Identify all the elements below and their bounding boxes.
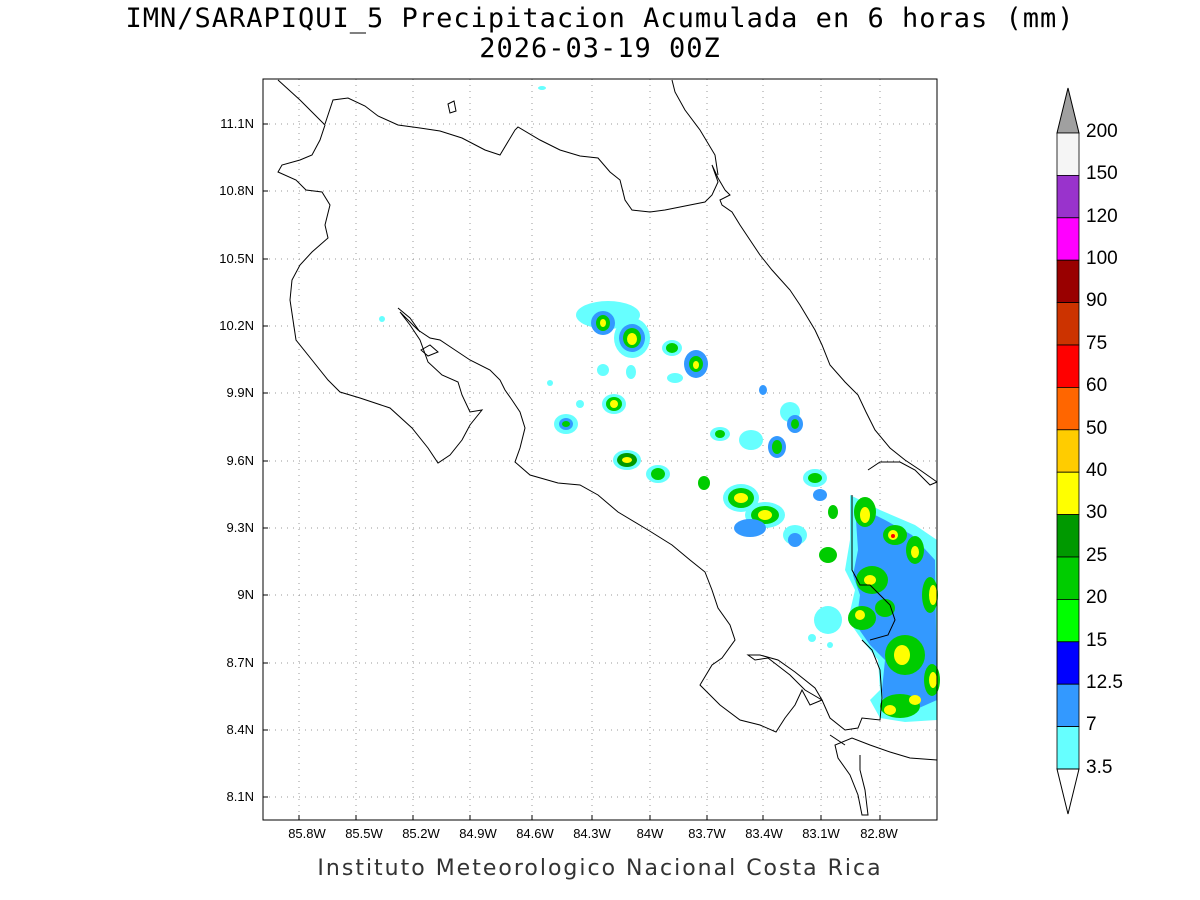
colorbar-swatch <box>1056 514 1080 558</box>
colorbar-label: 40 <box>1086 460 1108 481</box>
lon-label: 83.7W <box>688 826 726 841</box>
colorbar-over-triangle <box>1056 87 1080 134</box>
lon-label: 83.4W <box>745 826 783 841</box>
colorbar-label: 3.5 <box>1086 757 1113 778</box>
lon-label: 85.2W <box>402 826 440 841</box>
lat-label: 8.1N <box>226 789 254 804</box>
colorbar-label: 15 <box>1086 630 1108 651</box>
colorbar-label: 12.5 <box>1086 672 1123 693</box>
colorbar-swatch <box>1056 471 1080 516</box>
lat-label: 10.5N <box>219 251 254 266</box>
colorbar-label: 75 <box>1086 333 1108 354</box>
colorbar-under-triangle <box>1056 768 1080 815</box>
colorbar-swatch <box>1056 726 1080 770</box>
colorbar-swatch <box>1056 217 1080 261</box>
lon-label: 84W <box>636 826 664 841</box>
colorbar-swatch <box>1056 641 1080 685</box>
colorbar-label: 50 <box>1086 418 1108 439</box>
map-subtitle-date: 2026-03-19 00Z <box>479 33 721 64</box>
colorbar-swatch <box>1056 683 1080 728</box>
colorbar-swatch <box>1056 599 1080 643</box>
colorbar-swatch <box>1056 386 1080 431</box>
lon-label: 83.1W <box>802 826 840 841</box>
colorbar-swatch <box>1056 429 1080 473</box>
coastlines <box>277 79 938 816</box>
grid-lines <box>263 79 937 820</box>
colorbar-swatch <box>1056 344 1080 388</box>
map-title: IMN/SARAPIQUI_5 Precipitacion Acumulada … <box>125 3 1075 34</box>
lon-label: 85.5W <box>345 826 383 841</box>
colorbar-label: 120 <box>1086 206 1118 227</box>
lon-label: 84.6W <box>516 826 554 841</box>
colorbar-swatch <box>1056 259 1080 304</box>
lat-label: 9.6N <box>226 453 254 468</box>
lat-label: 8.7N <box>226 655 254 670</box>
lat-label: 11.1N <box>220 116 254 131</box>
lat-label: 10.8N <box>219 183 254 198</box>
colorbar-label: 30 <box>1086 502 1108 523</box>
lon-label: 82.8W <box>860 826 898 841</box>
colorbar-label: 7 <box>1086 714 1097 735</box>
lat-label: 9.3N <box>226 520 254 535</box>
lon-label: 85.8W <box>288 826 326 841</box>
colorbar-swatch <box>1056 174 1080 219</box>
lat-label: 10.2N <box>219 318 254 333</box>
lon-label: 84.9W <box>459 826 497 841</box>
colorbar-label: 90 <box>1086 290 1108 311</box>
colorbar-label: 150 <box>1086 163 1118 184</box>
lat-label: 8.4N <box>226 722 254 737</box>
colorbar-label: 100 <box>1086 248 1118 269</box>
colorbar-label: 200 <box>1086 121 1118 142</box>
lat-label: 9N <box>237 587 254 602</box>
colorbar-label: 20 <box>1086 587 1108 608</box>
lat-label: 9.9N <box>226 385 254 400</box>
tick-marks <box>263 123 881 820</box>
lon-label: 84.3W <box>573 826 611 841</box>
colorbar-swatch <box>1056 556 1080 600</box>
colorbar-label: 25 <box>1086 545 1108 566</box>
footer-credit: Instituto Meteorologico Nacional Costa R… <box>317 856 883 881</box>
colorbar-label: 60 <box>1086 375 1108 396</box>
colorbar-swatch <box>1056 302 1080 346</box>
map-frame <box>262 78 938 821</box>
colorbar <box>1056 87 1080 815</box>
precipitation-field <box>379 86 940 722</box>
colorbar-swatch <box>1056 132 1080 176</box>
